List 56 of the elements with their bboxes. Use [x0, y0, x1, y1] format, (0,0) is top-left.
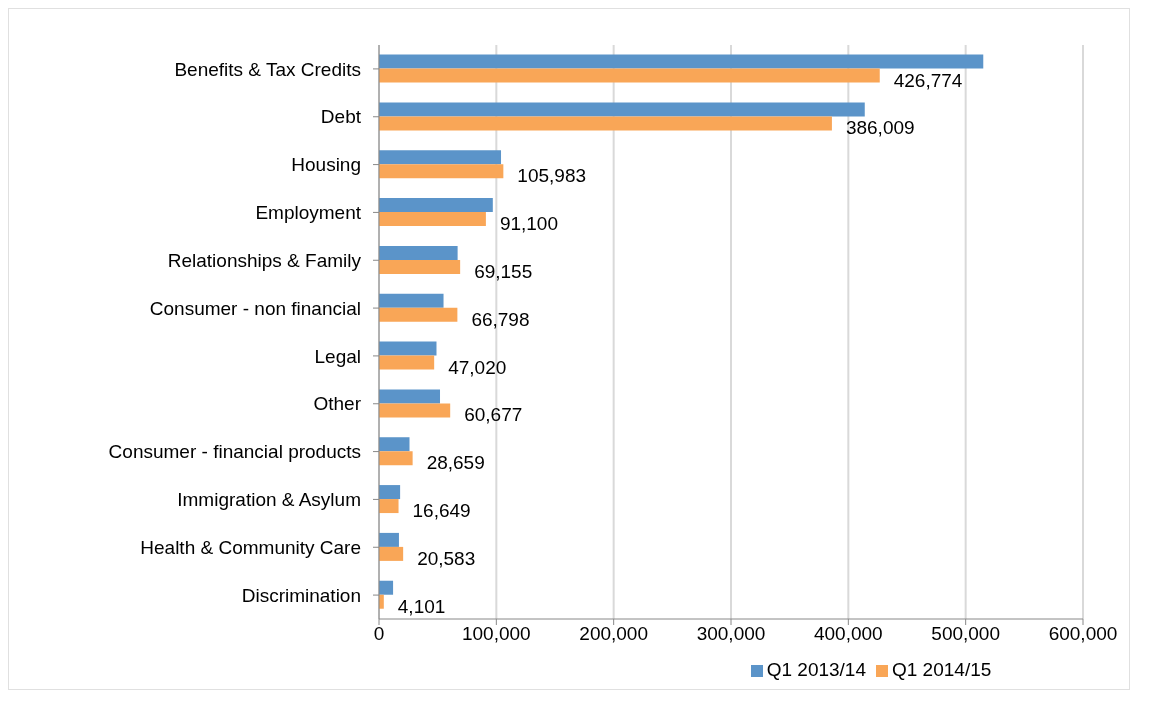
- bar: [379, 68, 880, 83]
- bar: [379, 485, 401, 500]
- y-tick-label: Legal: [314, 345, 361, 367]
- data-label: 4,101: [397, 595, 446, 617]
- x-tick-label: 500,000: [931, 623, 1001, 645]
- bar: [379, 293, 444, 308]
- data-label: 386,009: [845, 117, 915, 139]
- y-tick-label: Debt: [320, 106, 362, 128]
- bar: [379, 389, 441, 404]
- bar: [379, 245, 458, 260]
- x-tick-label: 600,000: [1048, 623, 1118, 645]
- bar: [379, 198, 493, 213]
- bar: [379, 259, 461, 274]
- x-tick-label: 400,000: [813, 623, 883, 645]
- y-tick-label: Consumer - non financial: [149, 297, 361, 319]
- legend-label: Q1 2014/15: [892, 659, 992, 680]
- x-tick-label: 100,000: [461, 623, 531, 645]
- y-tick-label: Employment: [255, 202, 362, 224]
- data-label: 20,583: [417, 547, 476, 569]
- bar: [379, 116, 832, 131]
- bar: [379, 355, 435, 370]
- y-tick-label: Health & Community Care: [140, 536, 361, 558]
- legend-label: Q1 2013/14: [766, 659, 866, 680]
- bar: [379, 403, 451, 418]
- bar: [379, 580, 394, 595]
- y-tick-label: Benefits & Tax Credits: [174, 58, 361, 80]
- x-tick-label: 300,000: [696, 623, 766, 645]
- bar: [379, 164, 504, 179]
- data-label: 28,659: [426, 452, 485, 474]
- data-label: 105,983: [517, 165, 587, 187]
- y-tick-label: Housing: [291, 154, 361, 176]
- data-label: 60,677: [464, 404, 523, 426]
- bar: [379, 102, 865, 117]
- data-label: 91,100: [499, 213, 559, 235]
- bar: [379, 451, 413, 466]
- bar: [379, 54, 984, 69]
- y-tick-label: Immigration & Asylum: [177, 489, 361, 511]
- data-label: 66,798: [471, 308, 530, 330]
- bar: [379, 546, 404, 561]
- y-tick-label: Relationships & Family: [167, 249, 362, 271]
- data-label: 426,774: [893, 69, 963, 91]
- bar: [379, 307, 458, 322]
- data-label: 16,649: [412, 500, 471, 522]
- data-label: 47,020: [448, 356, 507, 378]
- y-tick-label: Consumer - financial products: [108, 441, 361, 463]
- bar: [379, 150, 502, 165]
- bar: [379, 499, 399, 514]
- bar: [379, 341, 437, 356]
- y-tick-label: Discrimination: [241, 584, 361, 606]
- data-label: 69,155: [474, 260, 533, 282]
- x-tick-label: 0: [373, 623, 385, 645]
- y-tick-label: Other: [313, 393, 362, 415]
- bar: [379, 532, 399, 547]
- bar: [379, 437, 410, 452]
- bar: [379, 212, 486, 227]
- x-tick-label: 200,000: [579, 623, 649, 645]
